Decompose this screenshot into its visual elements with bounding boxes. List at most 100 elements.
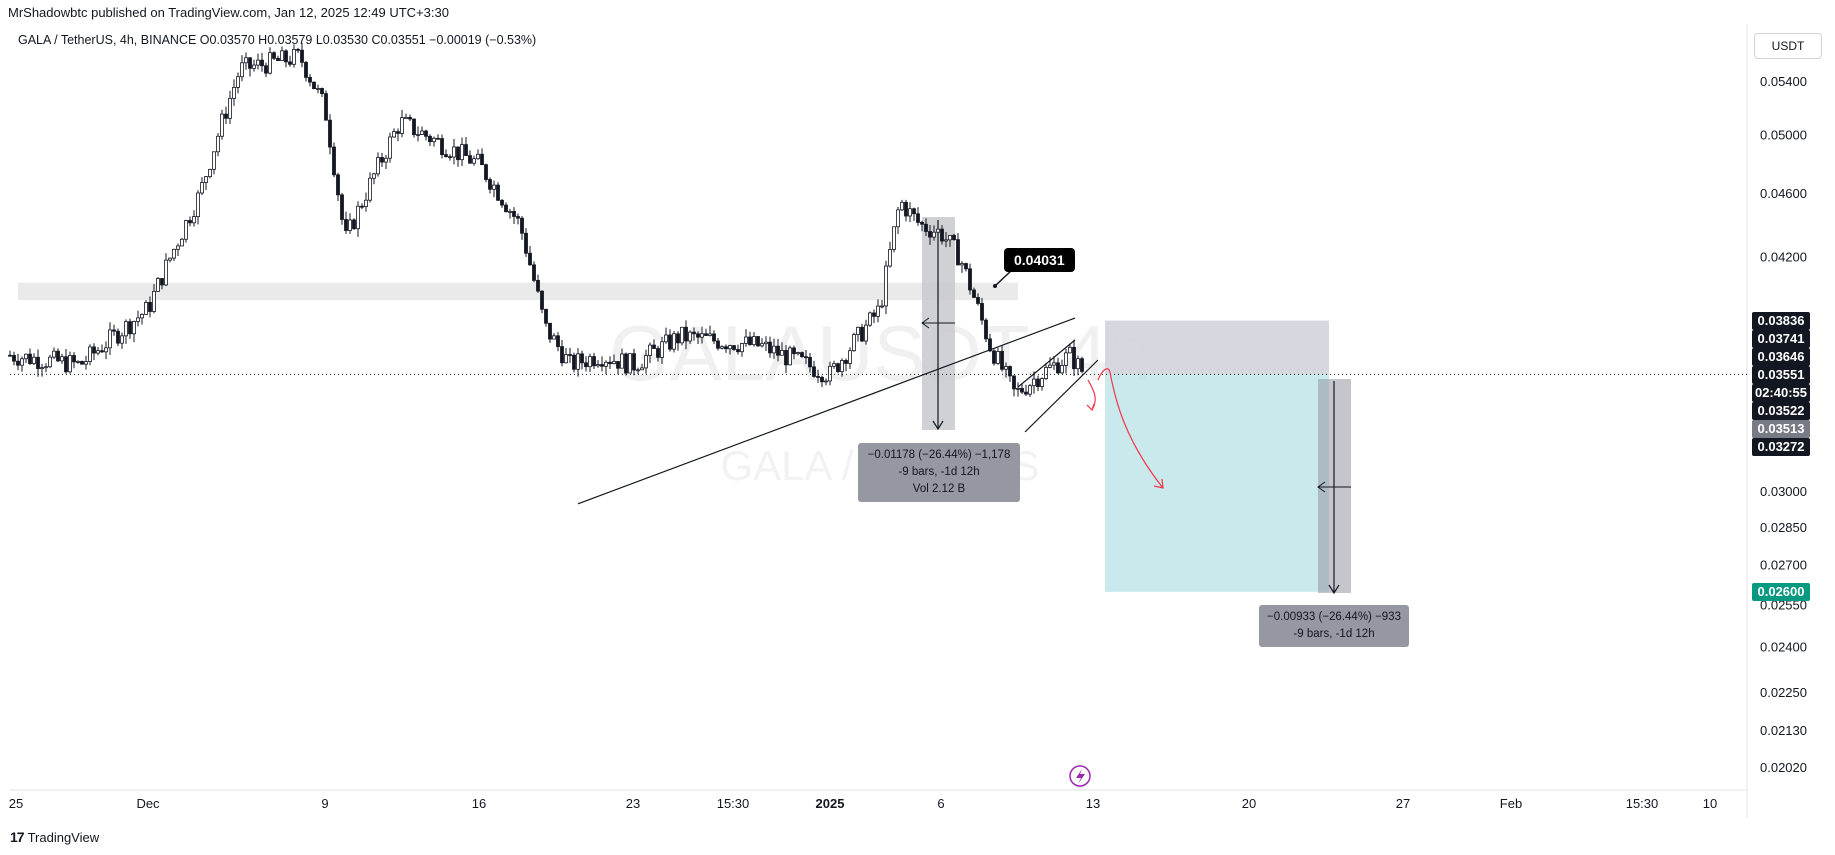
candle-body (216, 135, 220, 153)
candle-body (508, 211, 512, 213)
candle-body (244, 57, 248, 64)
candle-body (404, 117, 408, 119)
candle-body (184, 220, 188, 240)
candle-body (256, 59, 260, 66)
wedge-lower-line[interactable] (1024, 359, 1099, 433)
y-tick-label: 0.02850 (1760, 520, 1807, 535)
support-trendline[interactable] (577, 317, 1076, 505)
candle-body (180, 238, 184, 247)
candle-body (204, 176, 208, 183)
price-tag: 0.03513 (1752, 419, 1810, 438)
candle-body (760, 343, 764, 347)
candle-body (808, 357, 812, 368)
forecast-arrow[interactable] (1086, 368, 1164, 489)
candle-body (64, 356, 68, 373)
y-tick-label: 0.05400 (1760, 74, 1807, 89)
candle-body (724, 346, 728, 350)
candle-body (576, 353, 580, 370)
candle-body (720, 346, 724, 349)
candle-body (940, 228, 944, 242)
lightning-glyph (1076, 769, 1085, 784)
candle-body (444, 154, 448, 158)
candle-body (368, 177, 372, 201)
candle-body (424, 130, 428, 137)
candle-body (912, 208, 916, 215)
candle-body (472, 158, 476, 164)
candle-body (152, 290, 156, 312)
candle-body (420, 130, 424, 135)
x-tick-label: 15:30 (1626, 796, 1659, 811)
price-tag: 0.03741 (1752, 329, 1810, 348)
candle-body (676, 333, 680, 344)
callout-dot (993, 284, 997, 288)
candle-body (852, 334, 856, 352)
candle-body (88, 346, 92, 363)
candle-body (776, 345, 780, 356)
measure2-change: −0.00933 (−26.44%) −933 (1267, 611, 1401, 623)
candle-body (200, 182, 204, 194)
wedge-upper-line[interactable] (1017, 339, 1076, 388)
price-tag: 0.03551 (1752, 365, 1810, 384)
candle-body (36, 356, 40, 369)
candle-body (608, 361, 612, 365)
candle-body (168, 257, 172, 261)
resistance-zone[interactable] (18, 282, 1018, 301)
stop-loss-zone[interactable] (1105, 320, 1329, 375)
measure1-bars: -9 bars, -1d 12h (898, 466, 980, 478)
candle-body (584, 362, 588, 368)
candle-body (1004, 366, 1008, 370)
target-zone[interactable] (1105, 374, 1329, 592)
candle-body (340, 194, 344, 220)
candle-body (300, 49, 304, 63)
candle-body (780, 350, 784, 356)
candle-body (656, 348, 660, 358)
candle-body (236, 76, 240, 88)
candle-body (952, 234, 956, 241)
candle-body (572, 354, 576, 370)
candle-body (120, 335, 124, 344)
candle-body (524, 232, 528, 254)
candle-body (108, 329, 112, 349)
candle-body (688, 331, 692, 342)
candle-body (664, 334, 668, 343)
candle-body (240, 62, 244, 78)
candle-body (156, 278, 160, 292)
candle-body (752, 336, 756, 345)
candle-body (388, 136, 392, 159)
price-callout[interactable]: 0.04031 (1004, 248, 1075, 272)
candle-body (788, 347, 792, 366)
time-axis[interactable]: 25 Dec 9 16 23 15:30 2025 6 13 20 27 Feb 15:30 10 (9, 796, 1717, 811)
candle-body (892, 226, 896, 250)
candle-body (124, 321, 128, 337)
lightning-icon[interactable] (1069, 765, 1091, 787)
price-axis[interactable]: 0.05400 0.05000 0.04600 0.04200 0.03000 0.028… (1760, 74, 1807, 775)
candle-body (188, 220, 192, 224)
x-tick-label: 23 (626, 796, 640, 811)
candle-body (916, 213, 920, 223)
candle-body (996, 351, 1000, 364)
candle-body (220, 113, 224, 137)
candle-body (1044, 367, 1048, 379)
candle-body (136, 317, 140, 322)
candle-body (612, 361, 616, 365)
candle-body (700, 333, 704, 338)
candle-body (484, 164, 488, 180)
candle-body (496, 184, 500, 201)
currency-selector[interactable]: USDT (1754, 33, 1822, 59)
tradingview-brand[interactable]: 17 TradingView (10, 829, 99, 845)
candle-body (148, 301, 152, 312)
candle-body (648, 344, 652, 356)
candle-body (512, 211, 516, 217)
candle-body (796, 352, 800, 355)
candle-body (304, 61, 308, 78)
candle-body (864, 324, 868, 342)
candle-body (1076, 358, 1080, 370)
candle-body (944, 239, 948, 242)
candle-body (24, 353, 28, 360)
x-tick-label: 9 (321, 796, 328, 811)
measure-info-1: −0.01178 (−26.44%) −1,178 -9 bars, -1d 1… (858, 443, 1020, 502)
candle-body (1048, 364, 1052, 368)
x-tick-label: Dec (136, 796, 160, 811)
candle-body (60, 356, 64, 362)
